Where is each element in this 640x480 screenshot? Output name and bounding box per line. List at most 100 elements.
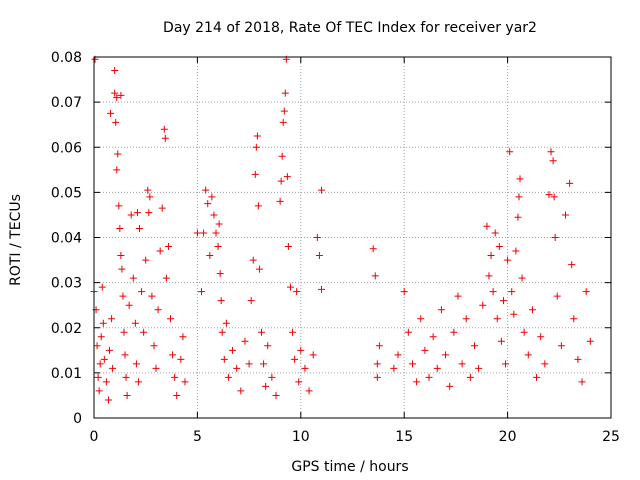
data-point [171,373,179,381]
data-point [394,351,402,359]
data-point [260,360,268,368]
data-point [462,315,470,323]
data-point [264,342,272,350]
data-point [506,148,514,156]
axis-ticks: 0 0.01 0.02 0.03 0.04 0.05 0.06 0.07 0.08 0 5 10 15 2… [51,50,620,445]
data-point [284,243,292,251]
data-point [582,288,590,296]
data-point [121,351,129,359]
data-point [286,283,294,291]
data-point [109,364,117,372]
data-point [553,292,561,300]
y-axis-label: ROTI / TECUs [8,194,24,286]
data-point [156,247,164,255]
data-point [253,132,261,140]
data-point [146,193,154,201]
data-point [277,177,285,185]
data-point [133,209,141,217]
data-point [102,378,110,386]
data-point [106,346,114,354]
data-point [512,247,520,255]
data-point [437,306,445,314]
data-point [134,378,142,386]
data-point [262,382,270,390]
data-point [116,224,124,232]
plot-frame [93,56,612,419]
data-point [514,213,522,221]
data-point [499,297,507,305]
data-point [533,373,541,381]
data-point [247,297,255,305]
data-point [104,396,112,404]
data-point [479,301,487,309]
data-point [93,342,101,350]
data-point [200,229,208,237]
data-point [224,373,232,381]
data-point [112,118,120,126]
data-point [549,157,557,165]
data-point [132,360,140,368]
data-point [281,89,289,97]
data-point [568,261,576,269]
data-point [404,328,412,336]
data-point [429,333,437,341]
data-point [208,193,216,201]
data-point [295,378,303,386]
data-point [550,193,558,201]
data-point [520,328,528,336]
data-point [142,256,150,264]
data-point [97,333,105,341]
data-point [541,360,549,368]
data-point [493,315,501,323]
data-points [90,55,594,404]
data-point [118,265,126,273]
x-axis-label: GPS time / hours [291,459,408,475]
data-point [152,364,160,372]
data-point [161,134,169,142]
data-point [220,355,228,363]
data-point [100,355,108,363]
data-point [206,252,214,260]
x-tick-label: 0 [90,429,99,445]
data-point [177,355,185,363]
data-point [98,283,106,291]
data-point [297,346,305,354]
data-point [390,364,398,372]
data-point [129,274,137,282]
data-point [547,148,555,156]
data-point [524,351,532,359]
data-point [475,364,483,372]
data-point [117,91,125,99]
data-point [198,288,206,296]
data-point [140,328,148,336]
data-point [144,186,152,194]
data-point [537,333,545,341]
data-point [111,89,119,97]
x-tick-label: 15 [395,429,413,445]
data-point [291,355,299,363]
data-point [212,229,220,237]
data-point [421,346,429,354]
data-point [254,202,262,210]
data-point [317,186,325,194]
data-point [164,243,172,251]
data-point [433,364,441,372]
y-tick-label: 0.05 [51,185,82,201]
data-point [173,391,181,399]
data-point [237,387,245,395]
data-point [466,373,474,381]
chart-title: Day 214 of 2018, Rate Of TEC Index for r… [163,20,537,36]
data-point [495,243,503,251]
data-point [570,315,578,323]
y-tick-label: 0.07 [51,95,82,111]
y-tick-label: 0.03 [51,276,82,292]
data-point [233,364,241,372]
data-point [313,234,321,241]
data-point [214,243,222,251]
x-tick-label: 5 [193,429,202,445]
data-point [450,328,458,336]
data-point [131,319,139,327]
data-point [425,373,433,381]
data-point [373,373,381,381]
